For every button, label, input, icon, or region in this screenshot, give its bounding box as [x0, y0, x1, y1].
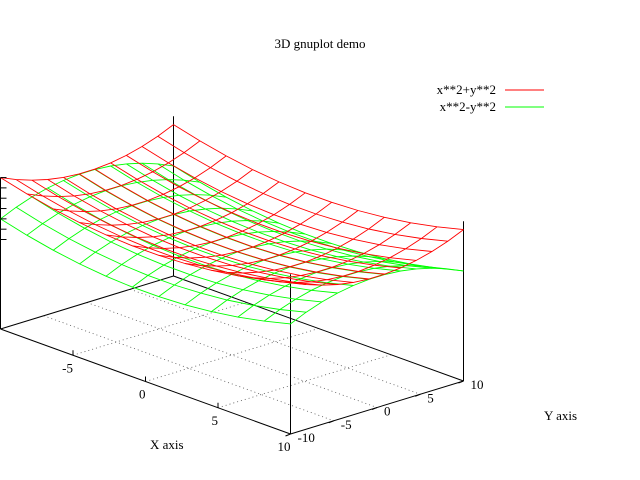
- series-2-mesh-line-x: [47, 187, 338, 294]
- series-1-mesh-line-y: [237, 222, 412, 279]
- y-tick-label: 5: [427, 390, 434, 405]
- series-1-mesh-line-y: [184, 210, 359, 267]
- grid-line-x: [145, 328, 319, 382]
- series-1-mesh-line-y: [53, 155, 227, 213]
- x-tick-label: 0: [139, 387, 146, 402]
- x-tick-label: -10: [0, 334, 1, 349]
- series-1-mesh-line-x: [126, 155, 417, 261]
- series-2-mesh-line-x: [31, 196, 323, 303]
- surface-x2-minus-y2: [0, 162, 464, 325]
- series-1-mesh-line-y: [158, 201, 332, 259]
- y-tick-mark: [328, 420, 334, 424]
- series-2-mesh-line-x: [0, 218, 291, 325]
- y-tick-mark: [415, 393, 421, 397]
- series-1-mesh-line-y: [264, 226, 438, 283]
- series-2-mesh-line-x: [173, 165, 464, 272]
- y-tick-label: 0: [384, 404, 391, 419]
- series-1-mesh-line-x: [173, 124, 464, 231]
- grid-line-y: [86, 302, 378, 408]
- y-tick-mark: [371, 407, 378, 410]
- grid-line-x: [217, 354, 392, 409]
- back-left-base-edge: [0, 275, 174, 330]
- series-1-mesh-line-x: [63, 177, 354, 283]
- series-2-mesh-line-x: [15, 206, 307, 313]
- series-1-mesh-line-x: [110, 162, 401, 269]
- series-2-mesh-line-x: [141, 162, 433, 269]
- series-2-mesh-line-x: [110, 165, 401, 272]
- y-tick-label: -5: [341, 417, 352, 432]
- series-1-mesh-line-y: [26, 140, 201, 198]
- chart-title: 3D gnuplot demo: [275, 36, 366, 51]
- series-1-mesh-line-x: [31, 179, 323, 286]
- grid-line-y: [130, 288, 421, 395]
- series-1-mesh-line-y: [79, 169, 253, 226]
- y-tick-label: -10: [298, 430, 315, 445]
- series-1-mesh-line-x: [157, 135, 448, 242]
- grid-line-x: [72, 301, 247, 356]
- series-2-mesh-line-x: [126, 163, 417, 270]
- y-tick-mark: [458, 380, 464, 384]
- series-1-mesh-line-y: [290, 229, 464, 286]
- series-1-mesh-line-x: [141, 146, 433, 252]
- x-tick-label: 5: [212, 413, 219, 428]
- x-tick-label: 10: [278, 439, 291, 454]
- legend-label-series-2: x**2-y**2: [440, 99, 496, 114]
- series-1-mesh-line-x: [47, 179, 338, 285]
- x-axis-label: X axis: [150, 437, 184, 452]
- series-1-mesh-line-x: [94, 168, 385, 275]
- back-right-base-edge: [173, 275, 464, 382]
- y-tick-label: 10: [471, 377, 484, 392]
- x-tick-label: -5: [62, 360, 73, 375]
- surface-x2-plus-y2: [0, 124, 464, 286]
- series-1-mesh-line-x: [78, 173, 370, 280]
- axes: [0, 116, 464, 435]
- legend-label-series-1: x**2+y**2: [437, 82, 496, 97]
- y-axis-label: Y axis: [544, 408, 577, 423]
- series-1-mesh-line-y: [0, 124, 174, 181]
- y-tick-mark: [285, 433, 291, 437]
- legend: x**2+y**2 x**2-y**2: [437, 82, 544, 114]
- series-1-mesh-line-y: [105, 181, 280, 238]
- base-grid: [43, 288, 421, 422]
- series-1-mesh-line-y: [132, 192, 306, 249]
- series-1-mesh-line-x: [15, 179, 307, 286]
- series-1-mesh-line-y: [211, 216, 385, 274]
